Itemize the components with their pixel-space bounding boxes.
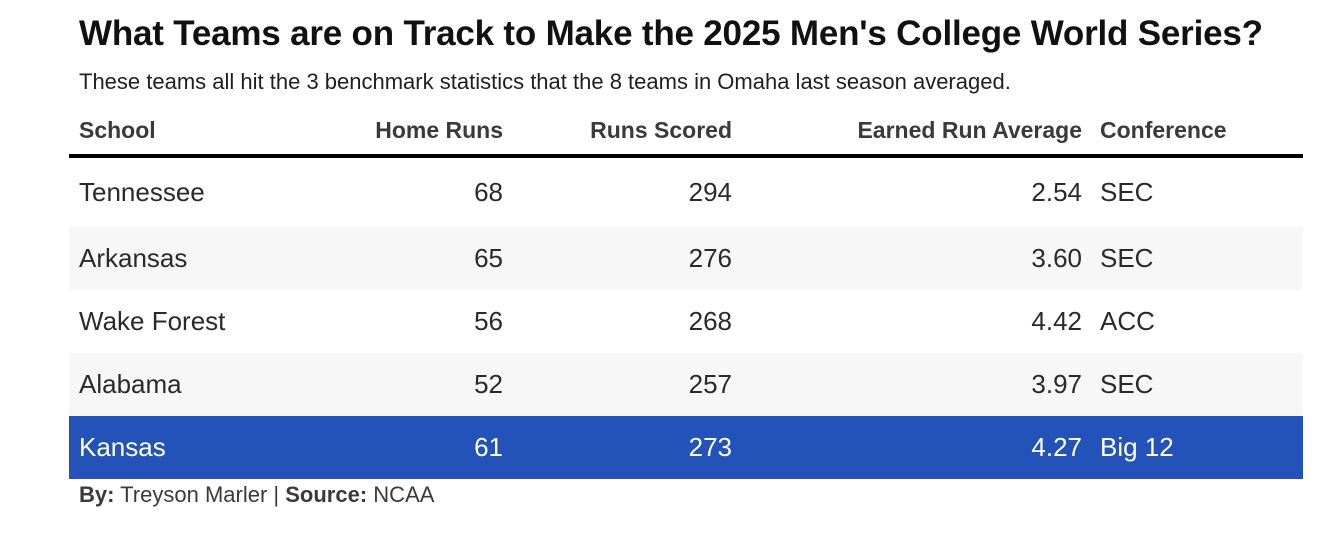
table-row: Arkansas 65 276 3.60 SEC <box>69 227 1303 290</box>
credit-footer: By: Treyson Marler | Source: NCAA <box>79 482 434 508</box>
cell-era: 3.97 <box>1031 369 1082 399</box>
cell-conference: Big 12 <box>1100 432 1174 462</box>
author-name: Treyson Marler <box>120 482 268 507</box>
cell-school: Kansas <box>79 432 166 462</box>
table-row: Wake Forest 56 268 4.42 ACC <box>69 290 1303 353</box>
chart-title: What Teams are on Track to Make the 2025… <box>79 14 1263 53</box>
source-name: NCAA <box>373 482 435 507</box>
header-era: Earned Run Average <box>857 116 1082 143</box>
header-runs-scored: Runs Scored <box>590 116 732 143</box>
cell-conference: SEC <box>1100 177 1154 207</box>
cell-school: Tennessee <box>79 177 205 207</box>
chart-subtitle: These teams all hit the 3 benchmark stat… <box>79 69 1011 94</box>
table-row: Tennessee 68 294 2.54 SEC <box>69 158 1303 227</box>
cell-school: Alabama <box>79 369 182 399</box>
cell-home-runs: 52 <box>474 369 503 399</box>
footer-separator: | <box>273 482 280 507</box>
cell-conference: SEC <box>1100 243 1154 273</box>
header-conference: Conference <box>1100 116 1227 143</box>
cell-school: Arkansas <box>79 243 188 273</box>
cell-runs-scored: 294 <box>688 177 732 207</box>
cell-runs-scored: 276 <box>688 243 732 273</box>
cell-home-runs: 61 <box>474 432 503 462</box>
cell-runs-scored: 273 <box>688 432 732 462</box>
table-row: Alabama 52 257 3.97 SEC <box>69 353 1303 416</box>
cell-era: 3.60 <box>1031 243 1082 273</box>
cell-runs-scored: 268 <box>688 306 732 336</box>
cell-conference: ACC <box>1100 306 1155 336</box>
cell-home-runs: 68 <box>474 177 503 207</box>
by-label: By: <box>79 482 115 507</box>
data-table: School Home Runs Runs Scored Earned Run … <box>69 106 1303 479</box>
table-row-highlighted: Kansas 61 273 4.27 Big 12 <box>69 416 1303 479</box>
cell-runs-scored: 257 <box>688 369 732 399</box>
cell-era: 2.54 <box>1031 177 1082 207</box>
cell-conference: SEC <box>1100 369 1154 399</box>
header-school: School <box>79 116 156 143</box>
cell-era: 4.42 <box>1031 306 1082 336</box>
cell-home-runs: 56 <box>474 306 503 336</box>
table-header: School Home Runs Runs Scored Earned Run … <box>69 106 1303 158</box>
cell-era: 4.27 <box>1031 432 1082 462</box>
cell-home-runs: 65 <box>474 243 503 273</box>
cell-school: Wake Forest <box>79 306 226 336</box>
source-label: Source: <box>285 482 368 507</box>
header-home-runs: Home Runs <box>375 116 503 143</box>
